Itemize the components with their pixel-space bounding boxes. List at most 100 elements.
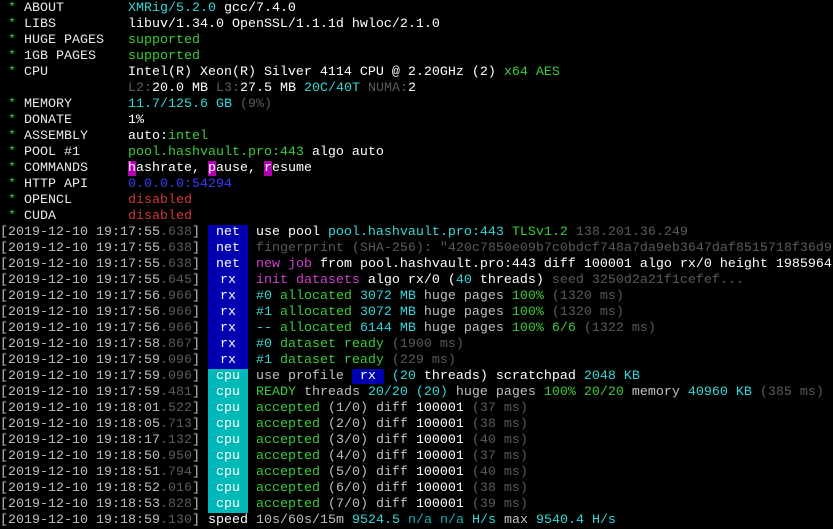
spacer <box>200 433 208 448</box>
log-message: (39 ms) <box>463 497 528 512</box>
log-message: dataset ready <box>271 353 384 368</box>
timestamp-bracket: [ <box>0 241 8 256</box>
timestamp-ms: .828 <box>159 497 192 512</box>
log-message: 100001 <box>415 433 464 448</box>
timestamp: 2019-12-10 19:17:59 <box>8 385 160 400</box>
spacer <box>248 321 256 336</box>
header-value: ashrate, <box>135 161 208 176</box>
log-line: [2019-12-10 19:18:59.130] speed 10s/60s/… <box>0 513 833 529</box>
log-message: algo rx/0 ( <box>359 273 456 288</box>
header-line: L2:20.0 MB L3:27.5 MB 20C/40T NUMA:2 <box>0 81 833 97</box>
spacer <box>200 497 208 512</box>
timestamp-bracket: ] <box>191 369 200 384</box>
timestamp-ms: .966 <box>159 305 192 320</box>
bullet-star-icon: * <box>8 177 16 192</box>
header-value: x64 AES <box>503 65 560 80</box>
bullet-star-icon: * <box>8 33 16 48</box>
bullet-star-icon: * <box>8 65 16 80</box>
header-label: LIBS <box>24 17 56 32</box>
timestamp: 2019-12-10 19:17:59 <box>8 369 160 384</box>
bullet-star-icon: * <box>8 113 16 128</box>
log-line: [2019-12-10 19:18:50.950] cpu accepted (… <box>0 449 833 465</box>
timestamp-bracket: [ <box>0 417 8 432</box>
timestamp-bracket: ] <box>191 481 200 496</box>
spacer <box>0 129 8 144</box>
spacer <box>200 417 208 432</box>
spacer <box>200 401 208 416</box>
header-value: 1% <box>127 113 144 128</box>
timestamp-bracket: ] <box>191 225 200 240</box>
spacer <box>248 433 256 448</box>
spacer <box>248 385 256 400</box>
header-line: * HUGE PAGES supported <box>0 33 833 49</box>
log-message: (38 ms) <box>463 417 528 432</box>
log-message: 100% 6/6 <box>511 321 576 336</box>
log-message: from pool.hashvault.pro:443 diff 100001 … <box>311 257 832 272</box>
header-value: supported <box>127 33 200 48</box>
log-message: seed 3250d2a21f1cefef... <box>551 273 744 288</box>
spacer <box>248 449 256 464</box>
timestamp-ms: .481 <box>159 385 192 400</box>
log-message: 3072 MB <box>359 289 416 304</box>
log-message: accepted <box>255 449 320 464</box>
log-message: 9540.4 H/s <box>535 513 616 528</box>
tag-badge-cpu: cpu <box>207 497 248 513</box>
spacer <box>200 225 208 240</box>
log-message: accepted <box>255 401 320 416</box>
log-line: [2019-12-10 19:17:58.867] rx #0 dataset … <box>0 337 833 353</box>
spacer <box>200 321 208 336</box>
header-value: libuv/1.34.0 OpenSSL/1.1.1d hwloc/2.1.0 <box>127 17 440 32</box>
log-line: [2019-12-10 19:17:59.096] rx #1 dataset … <box>0 353 833 369</box>
log-message: #0 <box>255 289 272 304</box>
spacer <box>248 417 256 432</box>
header-value: L2: <box>127 81 152 96</box>
log-message: threads <box>295 385 368 400</box>
tag-badge-rx: rx <box>207 273 248 289</box>
timestamp-ms: .016 <box>159 481 192 496</box>
timestamp-ms: .794 <box>159 465 192 480</box>
spacer <box>0 65 8 80</box>
spacer <box>200 337 208 352</box>
header-value: r <box>263 161 272 176</box>
header-value: 2 <box>407 81 416 96</box>
log-message: allocated <box>271 289 360 304</box>
bullet-star-icon: * <box>8 97 16 112</box>
timestamp-ms: .132 <box>159 433 192 448</box>
header-value: supported <box>127 49 200 64</box>
timestamp: 2019-12-10 19:18:50 <box>8 449 160 464</box>
spacer <box>0 97 8 112</box>
spacer <box>16 49 24 64</box>
tag-badge-cpu: cpu <box>207 465 248 481</box>
header-label: CPU <box>24 65 48 80</box>
log-message: (385 ms) <box>751 385 824 400</box>
log-message: (1320 ms) <box>543 305 624 320</box>
log-message: (2/0) diff <box>319 417 416 432</box>
spacer <box>248 401 256 416</box>
spacer <box>0 49 8 64</box>
timestamp-bracket: [ <box>0 449 8 464</box>
timestamp-bracket: ] <box>191 513 200 528</box>
spacer <box>16 129 24 144</box>
log-message: 9524.5 <box>351 513 400 528</box>
log-message: 10s/60s/15m <box>255 513 352 528</box>
log-message: rx <box>351 369 384 384</box>
spacer <box>248 257 256 272</box>
spacer <box>16 81 24 96</box>
timestamp-ms: .638 <box>159 257 192 272</box>
header-value: 20C/40T <box>303 81 368 96</box>
log-message: 100001 <box>415 449 464 464</box>
log-message: (7/0) diff <box>319 497 416 512</box>
log-message: (3/0) diff <box>319 433 416 448</box>
timestamp-bracket: [ <box>0 225 8 240</box>
header-value: Intel(R) Xeon(R) Silver 4114 CPU @ 2.20G… <box>127 65 504 80</box>
timestamp: 2019-12-10 19:18:59 <box>8 513 160 528</box>
header-label: OPENCL <box>24 193 72 208</box>
tag-badge-cpu: cpu <box>207 369 248 385</box>
spacer <box>200 273 208 288</box>
log-message: (4/0) diff <box>319 449 416 464</box>
log-line: [2019-12-10 19:17:55.638] net new job fr… <box>0 257 833 273</box>
log-line: [2019-12-10 19:17:56.966] rx #1 allocate… <box>0 305 833 321</box>
log-message: 100001 <box>415 465 464 480</box>
spacer <box>0 145 8 160</box>
